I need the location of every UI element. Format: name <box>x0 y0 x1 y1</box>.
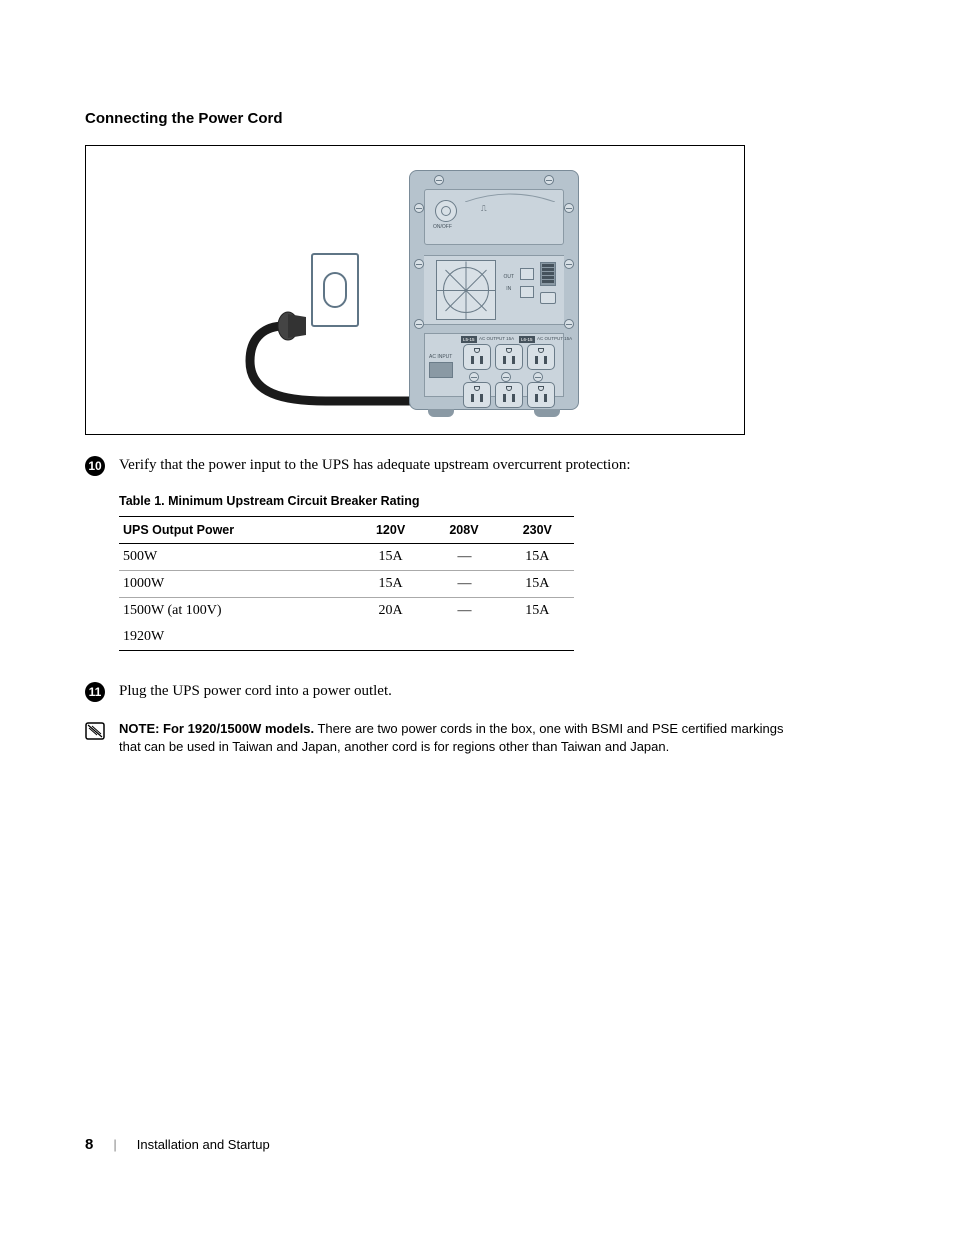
table-header: 230V <box>501 517 574 544</box>
table-cell: — <box>427 571 500 598</box>
fan-icon <box>436 260 496 320</box>
rj-port-icon <box>520 286 534 298</box>
table-row: 1000W15A—15A <box>119 571 574 598</box>
port-in-label: IN <box>506 286 511 292</box>
dip-switch-icon <box>540 262 556 286</box>
circuit-breaker-table: UPS Output Power 120V 208V 230V 500W15A—… <box>119 516 574 651</box>
table-cell: 15A <box>354 571 427 598</box>
table-cell: 20A <box>354 598 427 625</box>
nema-outlet-icon <box>463 344 491 370</box>
step-number-badge: 10 <box>85 456 105 476</box>
table-cell: 1920W <box>119 624 354 651</box>
step-text: Plug the UPS power cord into a power out… <box>119 681 392 701</box>
outlet-banner: L6-15 <box>519 336 535 343</box>
table-header: 120V <box>354 517 427 544</box>
table-caption: Table 1. Minimum Upstream Circuit Breake… <box>119 494 574 508</box>
power-button-icon <box>435 200 457 222</box>
nema-outlet-icon <box>463 382 491 408</box>
step-text: Verify that the power input to the UPS h… <box>119 455 631 475</box>
usb-icon: ⎍ <box>481 204 487 214</box>
note-icon <box>85 722 105 740</box>
ac-output-panel: L5-15 AC OUTPUT 15A L6-15 AC OUTPUT 15A … <box>424 333 564 397</box>
step-11: 11 Plug the UPS power cord into a power … <box>85 681 874 702</box>
table-cell: 1500W (at 100V) <box>119 598 354 625</box>
table-cell: 15A <box>501 544 574 571</box>
outlet-rating-label: AC OUTPUT 15A <box>479 336 514 341</box>
table-cell <box>501 624 574 651</box>
table-header: UPS Output Power <box>119 517 354 544</box>
fan-panel: OUT IN <box>424 255 564 325</box>
step-10: 10 Verify that the power input to the UP… <box>85 455 874 476</box>
page-footer: 8 | Installation and Startup <box>85 1136 270 1153</box>
ac-input-label: AC INPUT <box>429 354 457 360</box>
table-row: 500W15A—15A <box>119 544 574 571</box>
table-cell: 500W <box>119 544 354 571</box>
ac-input-block: AC INPUT <box>429 354 457 378</box>
ups-rear-panel: ON/OFF ⎍ OUT IN <box>409 170 579 410</box>
footer-section-name: Installation and Startup <box>137 1137 270 1152</box>
note-text: NOTE: For 1920/1500W models. There are t… <box>119 720 785 755</box>
outlet-rating-label: AC OUTPUT 15A <box>537 336 572 341</box>
serial-port-icon <box>540 292 556 304</box>
footer-separator: | <box>113 1137 116 1152</box>
page-number: 8 <box>85 1136 93 1153</box>
table-cell <box>427 624 500 651</box>
table-cell: 15A <box>501 571 574 598</box>
table-cell <box>354 624 427 651</box>
iec-inlet-icon <box>429 362 453 378</box>
note-block: NOTE: For 1920/1500W models. There are t… <box>85 720 785 755</box>
table-header: 208V <box>427 517 500 544</box>
nema-outlet-icon <box>495 382 523 408</box>
power-cord-figure: ON/OFF ⎍ OUT IN <box>85 145 745 435</box>
nema-outlet-icon <box>527 344 555 370</box>
outlet-banner: L5-15 <box>461 336 477 343</box>
nema-outlet-icon <box>527 382 555 408</box>
section-heading: Connecting the Power Cord <box>85 110 874 127</box>
table-cell: — <box>427 598 500 625</box>
table-cell: — <box>427 544 500 571</box>
table-cell: 15A <box>501 598 574 625</box>
onoff-label: ON/OFF <box>433 224 452 230</box>
table-row: 1500W (at 100V)20A—15A <box>119 598 574 625</box>
note-lead: NOTE: For 1920/1500W models. <box>119 721 314 736</box>
top-control-panel: ON/OFF ⎍ <box>424 189 564 245</box>
step-number-badge: 11 <box>85 682 105 702</box>
table-row: 1920W <box>119 624 574 651</box>
table-cell: 1000W <box>119 571 354 598</box>
port-out-label: OUT <box>503 274 514 280</box>
table-cell: 15A <box>354 544 427 571</box>
wall-outlet <box>311 253 359 327</box>
rj-port-icon <box>520 268 534 280</box>
nema-outlet-icon <box>495 344 523 370</box>
